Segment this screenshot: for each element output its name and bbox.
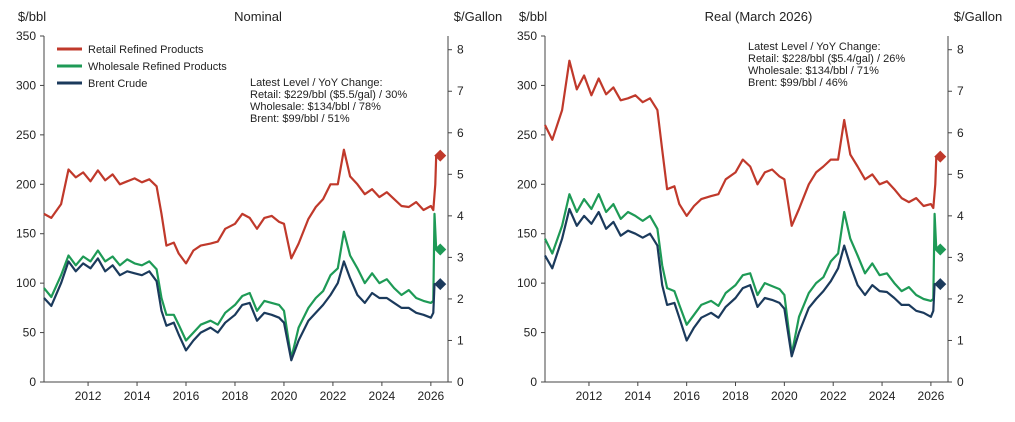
y2-tick-label: 5 [457, 167, 464, 181]
x-tick-label: 2012 [75, 389, 102, 403]
y-tick-label: 200 [517, 177, 537, 191]
y-axis-unit-left: $/bbl [18, 9, 46, 24]
y2-tick-label: 6 [457, 126, 464, 140]
x-tick-label: 2016 [673, 389, 700, 403]
series-line-2 [544, 193, 938, 356]
y2-tick-label: 4 [457, 209, 464, 223]
annotation-line: Brent: $99/bbl / 51% [250, 113, 350, 125]
x-tick-label: 2022 [820, 389, 847, 403]
series-line-1 [544, 59, 938, 227]
latest-marker-1 [934, 150, 947, 163]
x-tick-label: 2024 [369, 389, 396, 403]
y-axis-unit-right: $/Gallon [954, 9, 1002, 24]
y-tick-label: 350 [16, 29, 36, 43]
x-tick-label: 2026 [918, 389, 945, 403]
latest-marker-1 [434, 149, 447, 162]
series-line-1 [43, 148, 438, 265]
y2-tick-label: 1 [957, 333, 964, 347]
series-line-3 [544, 207, 937, 358]
latest-marker-3 [434, 278, 447, 291]
legend-item: Wholesale Refined Products [88, 61, 227, 73]
legend-item: Brent Crude [88, 78, 147, 90]
chart-title: Real (March 2026) [705, 9, 813, 24]
y-tick-label: 150 [517, 227, 537, 241]
y-axis-unit-right: $/Gallon [454, 9, 502, 24]
y2-tick-label: 2 [457, 292, 464, 306]
y2-tick-label: 3 [457, 250, 464, 264]
x-tick-label: 2024 [869, 389, 896, 403]
y-tick-label: 250 [517, 128, 537, 142]
y-tick-label: 350 [517, 29, 537, 43]
y2-tick-label: 4 [957, 209, 964, 223]
y2-tick-label: 1 [457, 333, 464, 347]
latest-marker-3 [934, 278, 947, 291]
y-tick-label: 200 [16, 177, 36, 191]
annotation-line: Brent: $99/bbl / 46% [748, 77, 848, 89]
y-tick-label: 100 [517, 276, 537, 290]
y2-tick-label: 5 [957, 167, 964, 181]
x-tick-label: 2018 [222, 389, 249, 403]
annotation-header: Latest Level / YoY Change: [748, 41, 881, 53]
y2-tick-label: 2 [957, 292, 964, 306]
series-line-3 [43, 257, 437, 362]
y-tick-label: 250 [16, 128, 36, 142]
y-tick-label: 50 [23, 326, 37, 340]
y2-tick-label: 7 [457, 84, 464, 98]
annotation-header: Latest Level / YoY Change: [250, 77, 383, 89]
y2-tick-label: 8 [457, 43, 464, 57]
y2-tick-label: 6 [957, 126, 964, 140]
x-tick-label: 2020 [771, 389, 798, 403]
annotation-line: Retail: $229/bbl ($5.5/gal) / 30% [250, 89, 407, 101]
annotation-line: Wholesale: $134/bbl / 71% [748, 65, 879, 77]
y-tick-label: 50 [524, 326, 538, 340]
chart-title: Nominal [234, 9, 282, 24]
y2-tick-label: 7 [957, 84, 964, 98]
x-tick-label: 2022 [320, 389, 347, 403]
x-tick-label: 2014 [624, 389, 651, 403]
x-tick-label: 2016 [173, 389, 200, 403]
x-tick-label: 2012 [576, 389, 603, 403]
y-axis-unit-left: $/bbl [519, 9, 547, 24]
x-tick-label: 2018 [722, 389, 749, 403]
chart-panel-1: 0 50 100 150 200 250 300 350 0 1 2 3 4 5 6 7 8 2012 2014 20… [16, 9, 502, 403]
x-tick-label: 2020 [271, 389, 298, 403]
y-tick-label: 300 [16, 78, 36, 92]
latest-marker-2 [934, 243, 947, 256]
y-tick-label: 150 [16, 227, 36, 241]
y2-tick-label: 3 [957, 250, 964, 264]
y2-tick-label: 0 [957, 375, 964, 389]
chart-panel-2: 0 50 100 150 200 250 300 350 0 1 2 3 4 5 6 7 8 2012 2014 20… [517, 9, 1002, 403]
x-tick-label: 2026 [418, 389, 445, 403]
latest-marker-2 [434, 243, 447, 256]
annotation-line: Retail: $228/bbl ($5.4/gal) / 26% [748, 53, 905, 65]
legend-item: Retail Refined Products [88, 44, 204, 56]
y-tick-label: 300 [517, 78, 537, 92]
y2-tick-label: 0 [457, 375, 464, 389]
y-tick-label: 0 [29, 375, 36, 389]
annotation-line: Wholesale: $134/bbl / 78% [250, 101, 381, 113]
series-line-2 [43, 212, 438, 360]
y-tick-label: 100 [16, 276, 36, 290]
y2-tick-label: 8 [957, 43, 964, 57]
x-tick-label: 2014 [124, 389, 151, 403]
y-tick-label: 0 [530, 375, 537, 389]
